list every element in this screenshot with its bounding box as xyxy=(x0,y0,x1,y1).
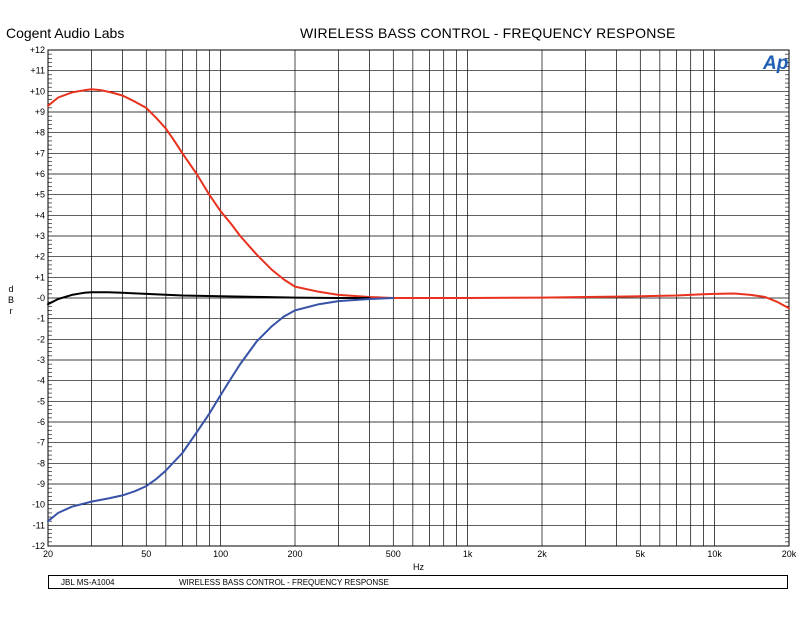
y-tick-label: -12 xyxy=(32,541,45,551)
footer-bar: JBL MS-A1004 WIRELESS BASS CONTROL - FRE… xyxy=(48,575,788,589)
x-tick-label: 20k xyxy=(782,549,797,559)
y-axis-label: d B r xyxy=(7,284,15,317)
x-tick-label: 20 xyxy=(43,549,53,559)
footer-title: WIRELESS BASS CONTROL - FREQUENCY RESPON… xyxy=(179,578,389,587)
x-tick-label: 200 xyxy=(287,549,302,559)
ap-logo: Ap xyxy=(762,53,788,74)
x-tick-label: 10k xyxy=(707,549,722,559)
x-tick-label: 100 xyxy=(213,549,228,559)
y-tick-label: +1 xyxy=(35,272,45,282)
x-tick-label: 2k xyxy=(537,549,547,559)
y-tick-label: +11 xyxy=(30,66,45,76)
y-tick-label: -5 xyxy=(37,396,45,406)
y-tick-label: +10 xyxy=(30,86,45,96)
chart-title: WIRELESS BASS CONTROL - FREQUENCY RESPON… xyxy=(300,25,676,41)
y-tick-label: +4 xyxy=(35,210,45,220)
y-tick-label: -4 xyxy=(37,376,45,386)
y-tick-label: -10 xyxy=(32,500,45,510)
frequency-response-chart: +12 +11 +10 +9 +8 +7 +6 +5 +4 +3 +2 +1 -0 -1 -2 -3 -4 -5 -… xyxy=(30,45,797,572)
x-tick-label: 1k xyxy=(463,549,473,559)
y-axis-label-char: B xyxy=(7,295,14,305)
y-tick-label: +12 xyxy=(30,45,45,55)
y-tick-labels: +12 +11 +10 +9 +8 +7 +6 +5 +4 +3 +2 +1 -0 -1 -2 -3 -4 -5 -… xyxy=(30,45,45,551)
y-tick-label: -3 xyxy=(37,355,45,365)
y-tick-label: +3 xyxy=(35,231,45,241)
y-tick-label: +8 xyxy=(35,128,45,138)
y-tick-label: -2 xyxy=(37,334,45,344)
series-line-1 xyxy=(47,291,371,306)
y-tick-label: +6 xyxy=(35,169,45,179)
x-axis-label: Hz xyxy=(413,562,424,572)
y-tick-label: -0 xyxy=(37,293,45,303)
series-line-2 xyxy=(47,297,395,523)
y-axis-label-char: d xyxy=(8,284,14,294)
series-lines xyxy=(47,88,790,523)
y-tick-label: -8 xyxy=(37,458,45,468)
y-tick-label: -11 xyxy=(33,520,45,530)
y-tick-label: -6 xyxy=(37,417,45,427)
y-tick-label: +7 xyxy=(35,148,45,158)
company-name: Cogent Audio Labs xyxy=(6,25,125,41)
x-tick-label: 50 xyxy=(141,549,151,559)
y-axis-label-char: r xyxy=(9,306,13,316)
y-tick-label: +9 xyxy=(35,107,45,117)
footer-model: JBL MS-A1004 xyxy=(61,578,115,587)
series-line-0 xyxy=(47,88,790,310)
y-tick-label: -7 xyxy=(37,438,45,448)
x-tick-label: 5k xyxy=(636,549,646,559)
x-tick-label: 500 xyxy=(386,549,401,559)
plot-frame xyxy=(47,49,790,547)
y-tick-label: -1 xyxy=(37,314,45,324)
x-tick-labels: 20 50 100 200 500 1k 2k 5k 10k 20k xyxy=(43,549,797,559)
y-tick-label: -9 xyxy=(37,479,45,489)
y-tick-label: +2 xyxy=(35,252,45,262)
y-tick-label: +5 xyxy=(35,190,45,200)
